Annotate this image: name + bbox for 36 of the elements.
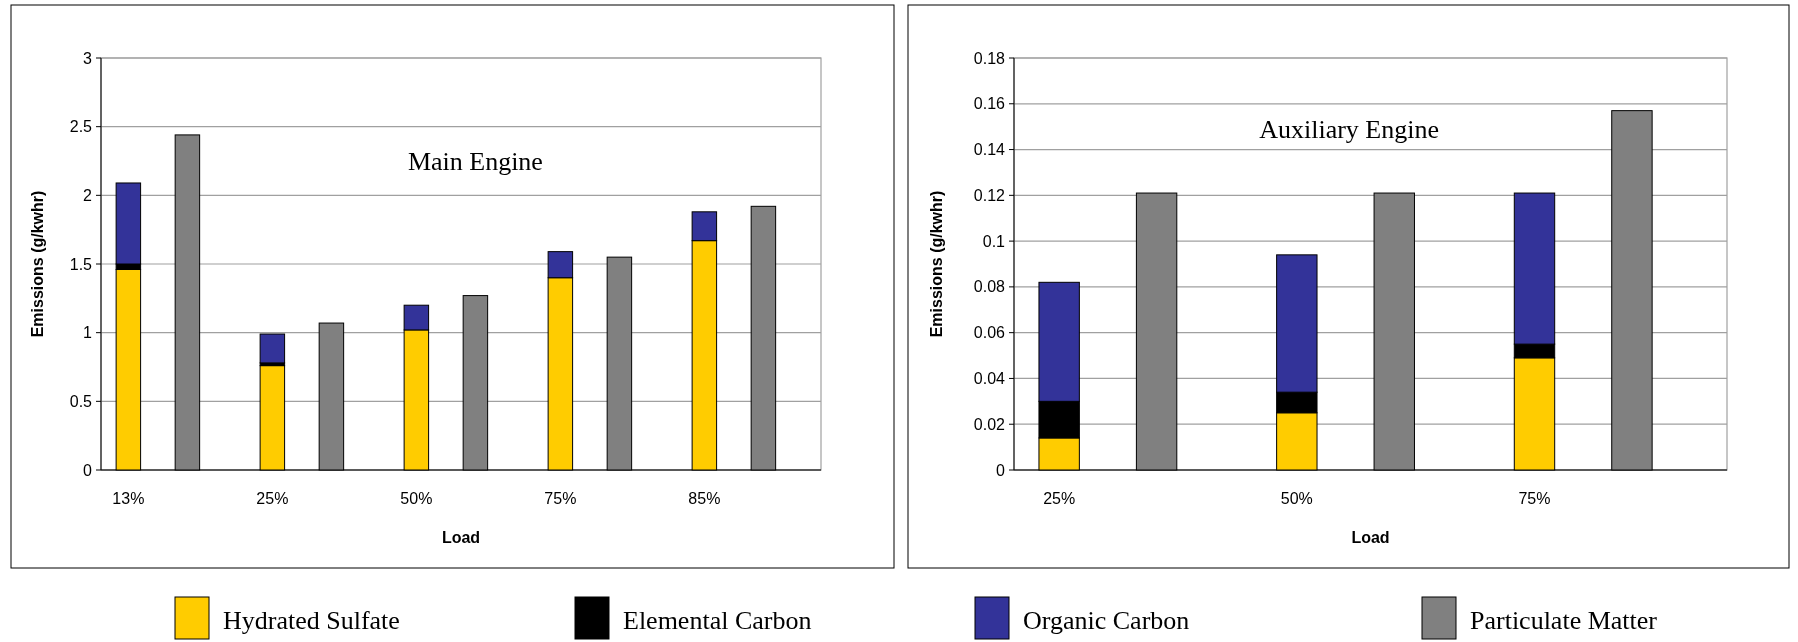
y-tick-label: 2.5: [69, 118, 93, 136]
y-tick-label: 0.12: [973, 186, 1006, 204]
y-tick-label: 2: [83, 186, 93, 204]
y-tick-label: 1.5: [69, 255, 93, 273]
legend-label: Particulate Matter: [1470, 606, 1658, 636]
x-tick-label: 50%: [400, 490, 433, 507]
y-tick-label: 0.14: [973, 141, 1006, 159]
y-tick-label: 1: [83, 324, 93, 342]
legend-label: Elemental Carbon: [623, 606, 812, 636]
legend-label: Organic Carbon: [1023, 606, 1190, 636]
bar: [259, 333, 286, 364]
x-axis-title: Load: [1351, 529, 1390, 546]
x-axis-title: Load: [441, 529, 481, 546]
y-tick-label: 0.5: [69, 392, 93, 410]
y-tick-label: 0: [996, 461, 1006, 479]
y-tick-label: 0.18: [973, 49, 1006, 67]
y-tick-label: 0.08: [973, 278, 1006, 296]
y-tick-label: 0.02: [973, 415, 1006, 433]
y-tick-label: 0.16: [973, 95, 1006, 113]
x-tick-label: 13%: [112, 490, 145, 507]
x-tick-label: 25%: [256, 490, 289, 507]
y-tick-label: 0: [83, 461, 93, 479]
y-tick-label: 0.1: [982, 232, 1006, 250]
x-tick-label: 75%: [1518, 490, 1551, 507]
y-tick-label: 0.06: [973, 324, 1006, 342]
annotation: Main Engine: [407, 147, 543, 176]
y-axis-title: Emissions (g/kwhr): [928, 190, 945, 338]
legend-label: Hydrated Sulfate: [223, 606, 400, 636]
x-tick-label: 25%: [1043, 490, 1076, 507]
x-tick-label: 50%: [1280, 490, 1313, 507]
y-tick-label: 0.04: [973, 370, 1006, 388]
x-tick-label: 85%: [688, 490, 721, 507]
y-tick-label: 3: [83, 49, 93, 67]
annotation: Auxiliary Engine: [1259, 115, 1440, 144]
y-axis-title: Emissions (g/kwhr): [29, 190, 46, 338]
x-tick-label: 75%: [544, 490, 577, 507]
